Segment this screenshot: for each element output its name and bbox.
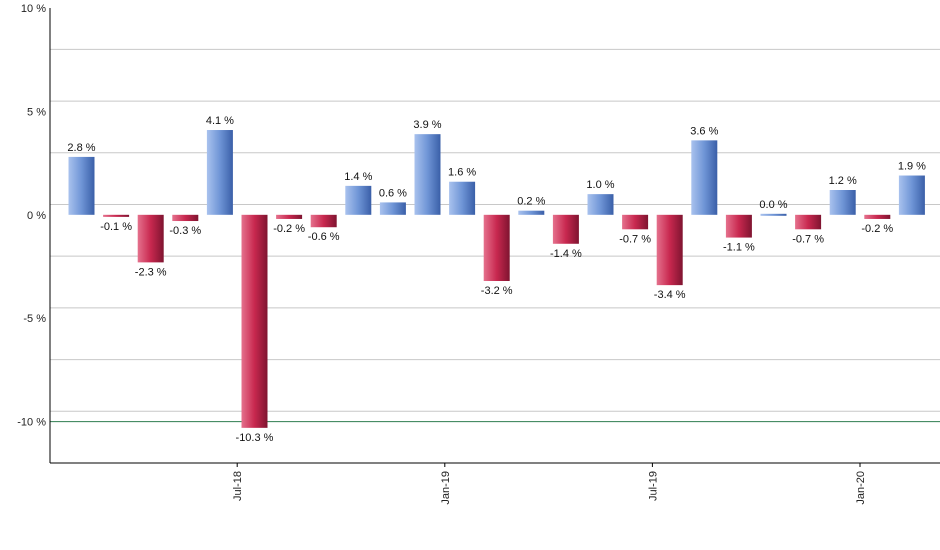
data-label: 1.0 %: [586, 179, 614, 191]
data-label: 1.9 %: [898, 161, 926, 173]
x-tick-label: Jul-18: [232, 471, 244, 501]
bar: [449, 181, 476, 215]
data-label: 2.8 %: [67, 142, 95, 154]
y-tick-label: -5 %: [23, 313, 46, 325]
data-label: 0.6 %: [379, 187, 407, 199]
axes: 10 % 5 % 0 % -5 % -10 % Jul-18 Jan-19 Jul-19 Jan…: [17, 3, 940, 505]
data-label: -0.7 %: [792, 233, 824, 245]
data-label: -3.4 %: [654, 289, 686, 301]
data-label: -3.2 %: [481, 285, 513, 297]
bar: [241, 214, 268, 428]
x-tick-label: Jan-20: [855, 471, 867, 505]
bar: [552, 214, 579, 244]
data-label: -1.1 %: [723, 242, 755, 254]
bar: [379, 202, 406, 215]
data-label: -0.3 %: [169, 225, 201, 237]
data-label: 3.9 %: [413, 119, 441, 131]
bar: [898, 175, 925, 215]
bar: [760, 213, 787, 216]
data-label: 1.6 %: [448, 167, 476, 179]
x-tick-label: Jul-19: [647, 471, 659, 501]
bar: [103, 214, 130, 217]
bar: [483, 214, 510, 281]
bar: [276, 214, 303, 219]
bar: [795, 214, 822, 230]
bar: [622, 214, 649, 230]
bar: [68, 156, 95, 215]
data-label: -2.3 %: [135, 266, 167, 278]
bar: [345, 185, 372, 215]
bar: [725, 214, 752, 238]
bar: [587, 194, 614, 215]
data-label: 0.0 %: [759, 199, 787, 211]
data-labels: 2.8 % -0.1 % -2.3 % -0.3 % 4.1 % -10.3 % -0.2 …: [67, 115, 926, 444]
data-label: -0.7 %: [619, 233, 651, 245]
data-label: 0.2 %: [517, 196, 545, 208]
bar: [137, 214, 164, 263]
bar: [864, 214, 891, 219]
bar: [206, 130, 233, 215]
bar: [518, 210, 545, 215]
data-label: -0.1 %: [100, 221, 132, 233]
bar: [829, 190, 856, 215]
data-label: 1.4 %: [344, 171, 372, 183]
bar: [172, 214, 199, 222]
data-label: -0.6 %: [308, 231, 340, 243]
bar: [310, 214, 337, 228]
bar: [656, 214, 683, 286]
data-label: 3.6 %: [690, 125, 718, 137]
y-tick-label: 10 %: [21, 3, 46, 15]
bars: [68, 130, 925, 428]
data-label: 4.1 %: [206, 115, 234, 127]
y-tick-label: 5 %: [27, 106, 46, 118]
x-tick-label: Jan-19: [440, 471, 452, 505]
bar: [414, 134, 441, 215]
data-label: -0.2 %: [861, 223, 893, 235]
y-tick-label: 0 %: [27, 210, 46, 222]
data-label: -10.3 %: [236, 432, 274, 444]
y-tick-label: -10 %: [17, 417, 46, 429]
data-label: -1.4 %: [550, 248, 582, 260]
data-label: 1.2 %: [829, 175, 857, 187]
bar: [691, 140, 718, 215]
data-label: -0.2 %: [273, 223, 305, 235]
